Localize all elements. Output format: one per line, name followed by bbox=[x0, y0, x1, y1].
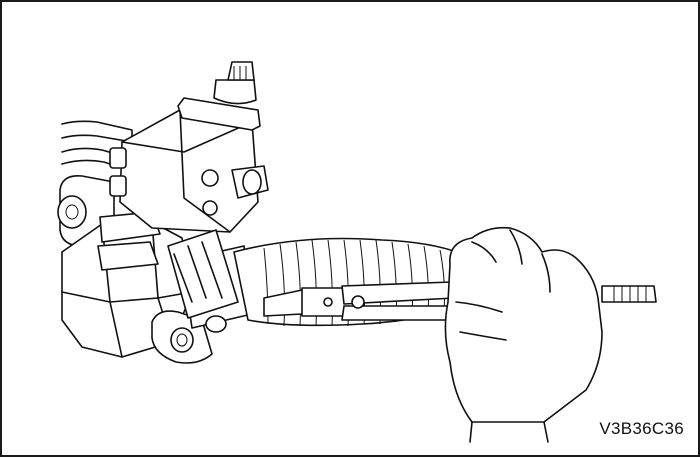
hand bbox=[444, 226, 603, 443]
port-fitting bbox=[231, 165, 269, 199]
tool-handle bbox=[601, 285, 657, 303]
valve-body bbox=[109, 97, 261, 233]
input-shaft bbox=[213, 61, 257, 105]
clamp-pliers-tool bbox=[263, 281, 455, 321]
boot-clamp bbox=[167, 229, 239, 319]
figure-code: V3B36C36 bbox=[599, 419, 684, 438]
